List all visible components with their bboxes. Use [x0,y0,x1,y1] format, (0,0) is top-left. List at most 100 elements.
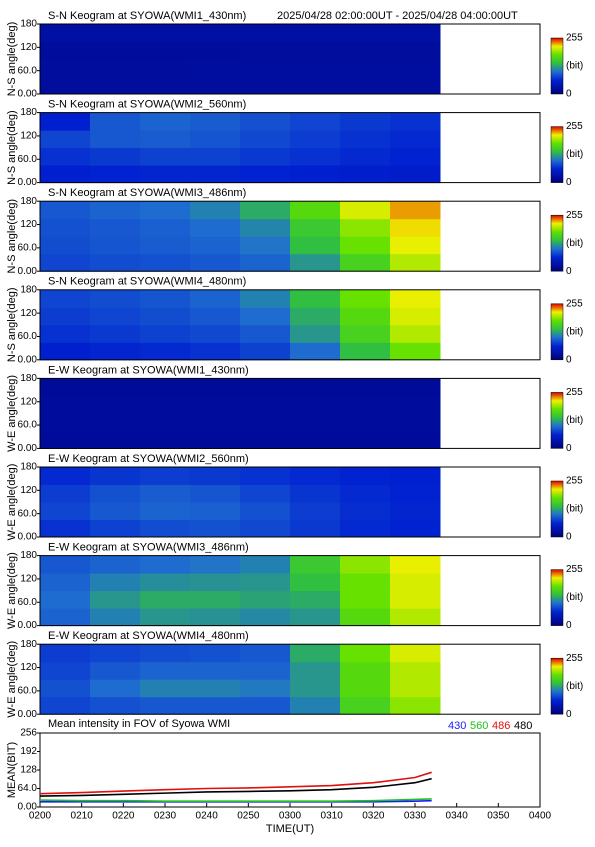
y-tick-label: 0.00 [18,620,38,631]
heat-cell [190,679,241,698]
heat-cell [40,165,91,184]
y-tick-label: 128 [20,765,37,776]
heat-cell [390,342,441,361]
y-tick-label: 180 [20,284,37,295]
heat-cell [390,289,441,308]
heat-cell [390,324,441,343]
y-tick-label: 180 [20,19,37,30]
y-tick-label: 180 [20,462,37,473]
heat-cell [90,573,141,592]
heat-cell [190,573,241,592]
y-axis-label: W-E angle(deg) [6,375,18,452]
heat-cell [190,555,241,574]
heat-cell [190,430,241,449]
heat-cell [40,661,91,680]
y-tick-label: 180 [20,373,37,384]
heat-cell [190,395,241,414]
heat-cell [190,253,241,272]
heat-cell [90,608,141,627]
heat-cell [190,201,241,220]
colorbar [550,214,564,272]
heat-cell [90,236,141,255]
series-line [39,777,432,797]
colorbar-label: (bit) [566,61,583,72]
heat-cell [290,378,341,397]
heat-cell [340,165,391,184]
chart-title: Mean intensity in FOV of Syowa WMI [48,718,230,730]
heat-cell [40,147,91,166]
heat-cell [290,555,341,574]
heat-cell [90,395,141,414]
heat-cell [40,236,91,255]
y-axis-label: N-S angle(deg) [6,199,18,274]
x-tick-label: 0210 [71,811,94,822]
heat-cell [40,342,91,361]
heat-cell [140,130,191,149]
y-tick-label: 60.0 [18,331,38,342]
heat-cell [390,590,441,609]
heat-cell [190,112,241,131]
colorbar-label: (bit) [566,415,583,426]
heat-cell [190,608,241,627]
y-tick-label: 180 [20,107,37,118]
heat-cell [240,644,291,663]
heat-cell [40,519,91,538]
x-tick-label: 0320 [362,811,385,822]
heat-cell [240,502,291,520]
colorbar-label: (bit) [566,326,583,337]
heat-cell [340,608,391,627]
y-tick-label: 60.0 [18,508,38,519]
colorbar-tick-label: 255 [566,476,583,487]
y-tick-label: 120 [20,396,37,407]
heat-cell [240,696,291,715]
y-tick-label: 0.00 [18,177,38,188]
colorbar-tick-label: 255 [566,564,583,575]
heat-cell [240,590,291,609]
heat-cell [340,696,391,715]
heat-cell [290,519,341,538]
heat-cell [140,218,191,237]
heat-cell [40,59,91,77]
heat-cell [340,644,391,663]
colorbar [550,480,564,538]
x-tick-label: 0200 [29,811,52,822]
heat-cell [290,289,341,308]
heat-cell [40,555,91,574]
y-tick-label: 120 [20,574,37,585]
heat-cell [140,24,191,42]
heat-cell [40,324,91,343]
heat-cell [140,661,191,680]
plot-frame [39,200,541,272]
heat-cell [140,253,191,272]
heat-cell [390,76,441,95]
heat-cell [340,130,391,149]
heat-cell [40,484,91,503]
heat-cell [390,147,441,166]
y-tick-label: 120 [20,485,37,496]
heat-cell [340,41,391,60]
heat-cell [340,679,391,698]
y-tick-label: 180 [20,639,37,650]
y-tick-label: 60.0 [18,154,38,165]
heat-cell [140,147,191,166]
colorbar-tick-label: 255 [566,33,583,44]
heat-cell [190,378,241,397]
heat-cell [390,519,441,538]
heat-cell [90,324,141,343]
colorbar-tick-label: 0 [566,266,572,277]
heat-cell [40,502,91,520]
y-tick-label: 60.0 [18,686,38,697]
heat-cell [140,519,191,538]
y-tick-label: 0.00 [18,354,38,365]
plot-frame [39,23,541,95]
colorbar-tick-label: 0 [566,443,572,454]
heat-cell [190,307,241,326]
heat-cell [90,467,141,485]
legend-entry: 480 [514,720,532,732]
colorbar [550,37,564,95]
y-tick-label: 64.0 [18,783,38,794]
heat-cell [40,679,91,698]
heat-cell [390,608,441,627]
heat-cell [340,24,391,42]
heat-cell [240,413,291,432]
